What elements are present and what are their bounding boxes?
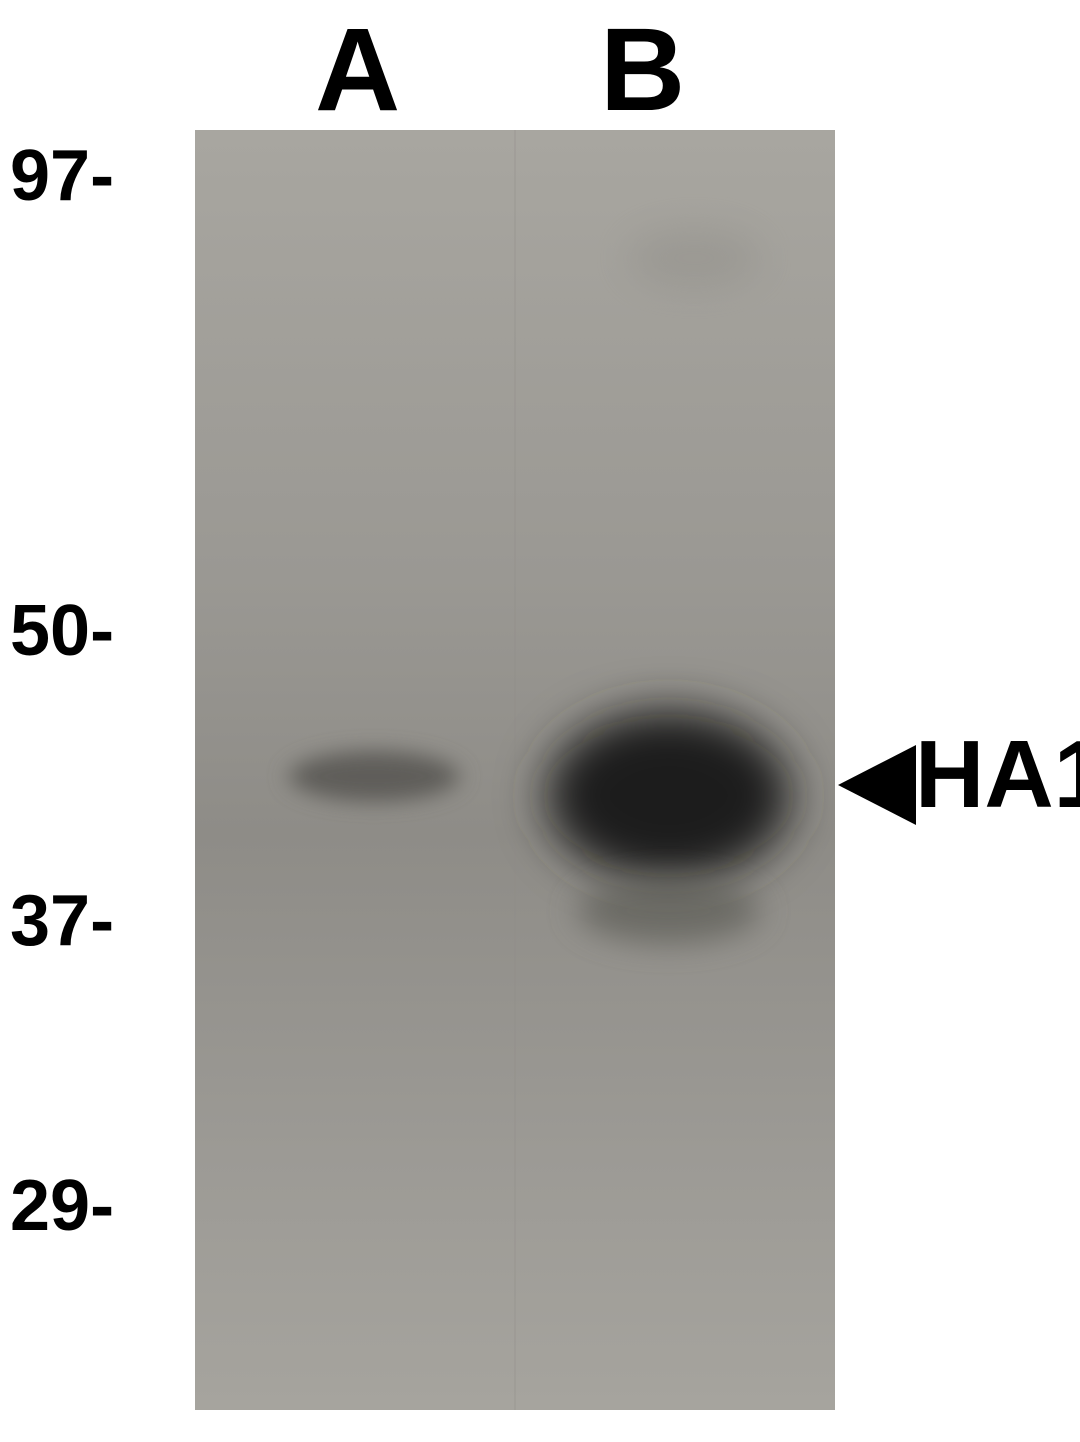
arrowhead-icon [838, 745, 926, 835]
band-b-3 [624, 226, 765, 290]
lane-label-b: B [600, 2, 685, 138]
marker-label-97: 97- [10, 135, 114, 217]
marker-label-29: 29- [10, 1165, 114, 1247]
band-b-1 [541, 706, 797, 885]
marker-label-37: 37- [10, 880, 114, 962]
marker-label-50: 50- [10, 590, 114, 672]
figure-canvas: A B 97- 50- 37- 29- HA1 [0, 0, 1080, 1442]
western-blot-membrane [195, 130, 835, 1410]
band-a-0 [285, 750, 464, 804]
blot-svg [195, 130, 835, 1410]
band-b-2 [573, 876, 765, 946]
target-band-label: HA1 [915, 720, 1080, 830]
lane-label-a: A [315, 2, 400, 138]
